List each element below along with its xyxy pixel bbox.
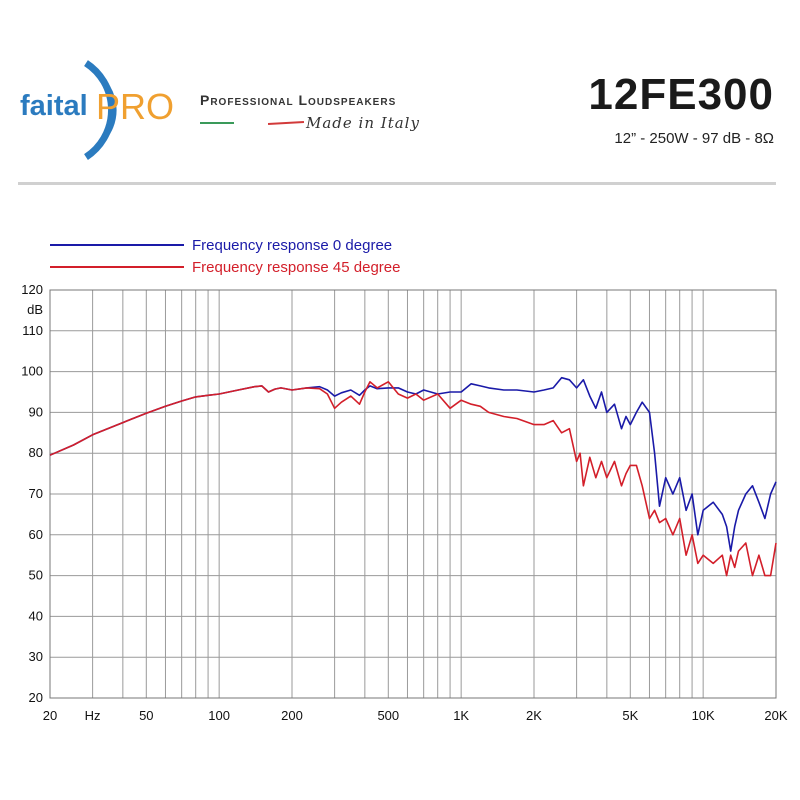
legend-swatch-45deg: [50, 266, 184, 268]
y-tick-label: 110: [22, 323, 43, 338]
made-in-italy: Made in Italy: [306, 114, 420, 132]
x-tick-label: 2K: [526, 708, 542, 720]
legend-swatch-0deg: [50, 244, 184, 246]
x-tick-label: 500: [377, 708, 399, 720]
y-tick-label: 40: [29, 608, 43, 623]
x-tick-label: 20K: [764, 708, 787, 720]
plot-frame: [49, 289, 777, 699]
faital-pro-logo: faital PRO: [18, 55, 188, 165]
model-spec: 12” - 250W - 97 dB - 8Ω: [614, 130, 774, 147]
x-tick-label: 100: [208, 708, 230, 720]
tagline: Professional Loudspeakers: [200, 92, 397, 108]
chart-legend: Frequency response 0 degree Frequency re…: [50, 234, 400, 278]
y-axis-unit: dB: [27, 302, 43, 317]
y-tick-label: 100: [21, 364, 43, 379]
legend-item-0deg: Frequency response 0 degree: [50, 234, 400, 256]
x-tick-label: 1K: [453, 708, 469, 720]
y-tick-label: 60: [29, 527, 43, 542]
legend-label-45deg: Frequency response 45 degree: [192, 258, 401, 276]
x-tick-label: 5K: [622, 708, 638, 720]
svg-text:faital: faital: [20, 90, 88, 122]
legend-item-45deg: Frequency response 45 degree: [50, 256, 400, 278]
y-tick-label: 50: [29, 568, 43, 583]
model-title: 12FE300: [588, 70, 774, 119]
x-tick-label: 200: [281, 708, 303, 720]
x-tick-label: 20: [43, 708, 57, 720]
green-accent-line: [200, 122, 234, 124]
y-tick-label: 80: [29, 445, 43, 460]
y-tick-label: 120: [21, 282, 43, 297]
y-tick-label: 70: [29, 486, 43, 501]
y-tick-label: 20: [29, 690, 43, 705]
series-line-45deg: [49, 381, 777, 577]
svg-text:PRO: PRO: [96, 86, 174, 127]
header-divider: [18, 182, 776, 185]
x-tick-label: Hz: [85, 708, 101, 720]
x-tick-label: 10K: [692, 708, 715, 720]
legend-label-0deg: Frequency response 0 degree: [192, 236, 393, 254]
y-tick-label: 90: [29, 404, 43, 419]
frequency-response-chart: 20 30 40 50 60 70 80 90 100 110 120 dB 20 Hz 50 100 200 5…: [21, 282, 788, 720]
series-line-0deg: [49, 376, 777, 552]
header: faital PRO Professional Loudspeakers Mad…: [0, 0, 800, 190]
red-accent-line: [267, 121, 305, 125]
y-tick-label: 30: [29, 649, 43, 664]
x-tick-label: 50: [139, 708, 153, 720]
